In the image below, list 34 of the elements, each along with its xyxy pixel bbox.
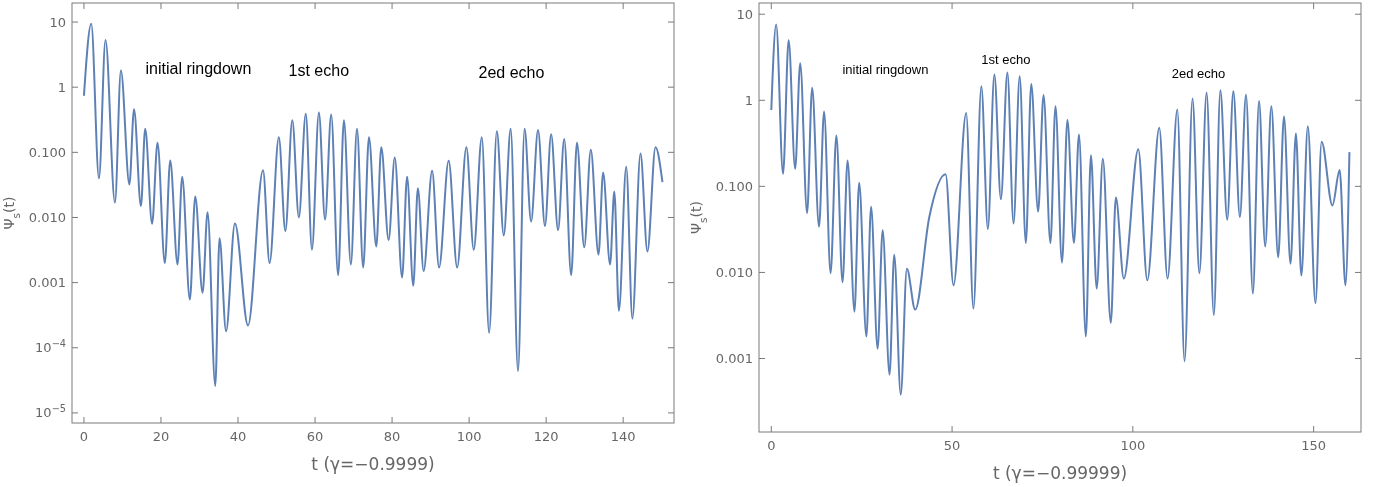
- x-tick-label: 140: [610, 429, 636, 444]
- x-tick-label: 40: [229, 429, 247, 444]
- x-tick-label: 60: [306, 429, 324, 444]
- x-axis-title: t (γ=−0.99999): [992, 463, 1128, 483]
- annotation: 1st echo: [288, 61, 350, 79]
- x-tick-label: 150: [1301, 438, 1327, 453]
- annotation: initial ringdown: [842, 62, 929, 78]
- y-tick-label: 0.001: [715, 351, 753, 367]
- y-tick-label: 10$^{−5}$: [35, 402, 66, 421]
- x-tick-label: 100: [1120, 438, 1146, 453]
- line-series: [82, 22, 664, 387]
- y-tick-label: 10: [736, 6, 753, 22]
- y-tick-label: 0.010: [28, 210, 66, 226]
- x-tick-label: 100: [456, 429, 482, 444]
- x-tick-label: 80: [383, 429, 401, 444]
- x-tick-label: 0: [767, 438, 776, 453]
- annotation: 1st echo: [981, 52, 1031, 68]
- x-tick-label: 0: [79, 429, 89, 444]
- annotation: initial ringdown: [145, 59, 252, 77]
- y-tick-label: 1: [744, 92, 753, 108]
- y-tick-label: 1: [57, 79, 66, 95]
- annotation: 2ed echo: [1171, 66, 1226, 82]
- x-tick-label: 50: [943, 438, 961, 453]
- y-tick-label: 0.010: [715, 264, 753, 280]
- y-tick-label: 0.100: [715, 178, 753, 194]
- y-tick-label: 0.001: [28, 275, 66, 291]
- x-axis-title: t (γ=−0.9999): [311, 454, 435, 474]
- annotation: 2ed echo: [478, 63, 545, 81]
- y-tick-label: 10$^{−4}$: [35, 337, 66, 356]
- line-series: [770, 23, 1351, 396]
- x-tick-label: 120: [533, 429, 559, 444]
- x-tick-label: 20: [152, 429, 170, 444]
- y-tick-label: 10: [49, 14, 66, 30]
- y-tick-label: 0.100: [28, 144, 66, 160]
